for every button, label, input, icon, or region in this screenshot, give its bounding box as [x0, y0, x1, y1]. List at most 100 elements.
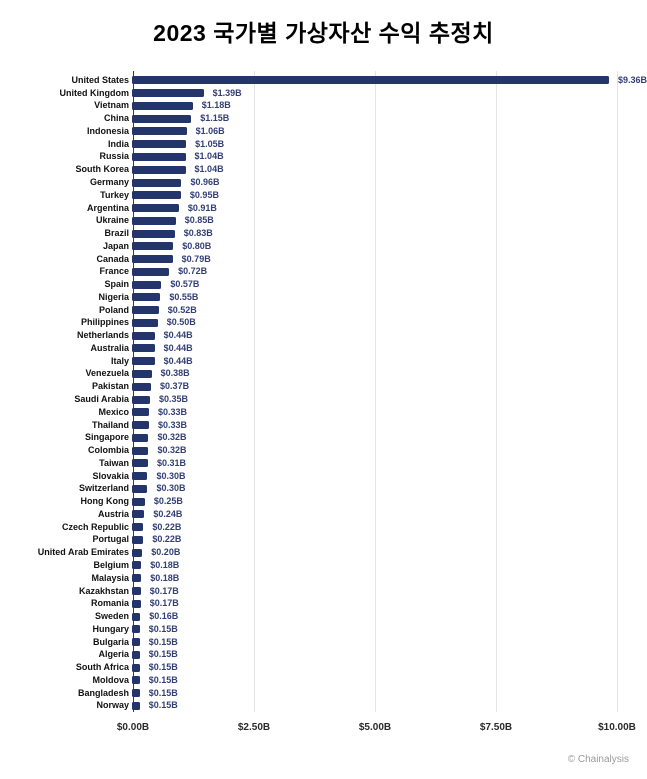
category-label: France [99, 266, 129, 277]
category-label: Nigeria [98, 291, 129, 302]
bar-row: Mexico $0.33B [0, 406, 647, 419]
bar-row: Colombia $0.32B [0, 444, 647, 457]
bar-track: $0.15B [132, 623, 647, 636]
value-label: $0.85B [184, 215, 214, 226]
bar-row: Japan $0.80B [0, 240, 647, 253]
value-label: $0.25B [153, 496, 183, 507]
value-label: $0.80B [182, 240, 212, 251]
x-tick-label: $0.00B [116, 722, 150, 733]
value-label: $0.22B [152, 521, 182, 532]
category-label: Spain [104, 279, 129, 290]
bar [132, 497, 145, 506]
value-label: $0.38B [160, 368, 190, 379]
bar [132, 510, 145, 519]
bar [132, 459, 148, 468]
x-axis: $0.00B $2.50B $5.00B $7.50B $10.00B [117, 722, 636, 736]
bar-row: Norway $0.15B [0, 700, 647, 713]
category-label: Malaysia [91, 572, 129, 583]
bar-row: Sweden $0.16B [0, 610, 647, 623]
bar-row: Portugal $0.22B [0, 534, 647, 547]
bar [132, 165, 186, 174]
bar [132, 306, 159, 315]
category-label: Philippines [80, 317, 129, 328]
bar [132, 127, 187, 136]
bar [132, 663, 140, 672]
bar-track: $0.15B [132, 700, 647, 713]
value-label: $0.18B [150, 572, 180, 583]
category-label: Russia [99, 151, 129, 162]
category-label: Moldova [92, 674, 129, 685]
bar-row: Bulgaria $0.15B [0, 636, 647, 649]
value-label: $0.30B [156, 483, 186, 494]
bar [132, 523, 144, 532]
value-label: $0.33B [157, 406, 188, 417]
bar-track: $0.50B [132, 317, 647, 330]
bar-row: Hungary $0.15B [0, 623, 647, 636]
value-label: $0.32B [157, 445, 187, 456]
bar [132, 152, 186, 161]
category-label: Singapore [84, 432, 129, 443]
bar-track: $0.15B [132, 687, 647, 700]
bar-row: India $1.05B [0, 138, 647, 151]
bar-row: Philippines $0.50B [0, 317, 647, 330]
category-label: Canada [96, 253, 129, 264]
bar-track: $0.18B [132, 559, 647, 572]
plot-area: United States $9.36B United Kingdom $1.3… [0, 71, 647, 733]
value-label: $1.39B [212, 87, 242, 98]
source-credit: © Chainalysis [567, 754, 629, 765]
category-label: Poland [98, 304, 129, 315]
category-label: Norway [96, 700, 129, 711]
bar [132, 255, 173, 264]
bar [132, 344, 155, 353]
bar-row: Belgium $0.18B [0, 559, 647, 572]
bar-row: United Arab Emirates $0.20B [0, 546, 647, 559]
bar-row: Spain $0.57B [0, 278, 647, 291]
value-label: $0.15B [148, 662, 178, 673]
category-label: United Arab Emirates [37, 547, 129, 558]
bar-track: $1.05B [132, 138, 647, 151]
value-label: $0.55B [169, 291, 199, 302]
category-label: Portugal [92, 534, 129, 545]
bar [132, 357, 155, 366]
value-label: $9.36B [617, 74, 647, 85]
bar-row: Poland $0.52B [0, 304, 647, 317]
bar-row: Slovakia $0.30B [0, 470, 647, 483]
bar-row: Switzerland $0.30B [0, 483, 647, 496]
bar-track: $0.37B [132, 380, 647, 393]
bar [132, 204, 179, 213]
bar-row: South Africa $0.15B [0, 661, 647, 674]
x-tick-label: $2.50B [237, 722, 271, 733]
category-label: Belgium [93, 559, 129, 570]
bar [132, 638, 140, 647]
bar-row: Brazil $0.83B [0, 227, 647, 240]
bar [132, 484, 148, 493]
bar [132, 650, 140, 659]
bar-track: $0.17B [132, 597, 647, 610]
value-label: $0.32B [157, 432, 187, 443]
bar-track: $0.72B [132, 265, 647, 278]
bar-track: $0.31B [132, 457, 647, 470]
bar-track: $0.83B [132, 227, 647, 240]
category-label: Slovakia [92, 470, 129, 481]
value-label: $0.33B [157, 419, 188, 430]
category-label: South Africa [75, 662, 129, 673]
bar-track: $0.33B [132, 406, 647, 419]
value-label: $0.17B [149, 585, 179, 596]
category-label: Czech Republic [61, 521, 129, 532]
x-tick-label: $5.00B [358, 722, 392, 733]
bar-track: $0.80B [132, 240, 647, 253]
value-label: $0.18B [150, 559, 180, 570]
bar [132, 548, 143, 557]
bar-track: $0.24B [132, 508, 647, 521]
value-label: $0.20B [151, 547, 181, 558]
value-label: $1.05B [195, 138, 225, 149]
category-label: Germany [89, 177, 129, 187]
bar-track: $0.20B [132, 546, 647, 559]
bar-track: $1.18B [132, 100, 647, 113]
bar [132, 689, 140, 698]
category-label: United Kingdom [59, 87, 130, 98]
bar [132, 369, 152, 378]
bar-row: Algeria $0.15B [0, 648, 647, 661]
bar-track: $0.35B [132, 393, 647, 406]
